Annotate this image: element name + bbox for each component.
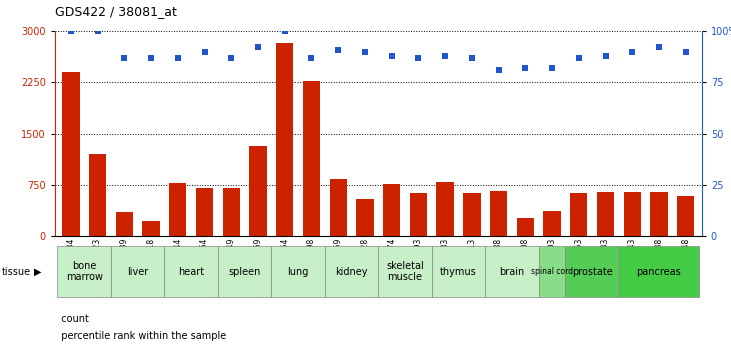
Bar bbox=[463, 193, 480, 236]
Bar bbox=[143, 220, 160, 236]
Text: brain: brain bbox=[499, 267, 525, 277]
Point bbox=[359, 49, 371, 55]
Text: spleen: spleen bbox=[229, 267, 261, 277]
Bar bbox=[619, 246, 699, 297]
Text: skeletal
muscle: skeletal muscle bbox=[386, 261, 424, 283]
Bar bbox=[677, 196, 694, 236]
Text: lung: lung bbox=[287, 267, 308, 277]
Bar bbox=[276, 43, 293, 236]
Text: heart: heart bbox=[178, 267, 204, 277]
Point bbox=[412, 55, 424, 60]
Point bbox=[145, 55, 157, 60]
Bar bbox=[111, 246, 164, 297]
Bar bbox=[651, 192, 667, 236]
Bar bbox=[249, 146, 267, 236]
Point bbox=[626, 49, 638, 55]
Point bbox=[92, 28, 104, 34]
Bar bbox=[164, 246, 218, 297]
Point bbox=[279, 28, 291, 34]
Text: percentile rank within the sample: percentile rank within the sample bbox=[55, 332, 226, 341]
Text: prostate: prostate bbox=[572, 267, 613, 277]
Point bbox=[172, 55, 183, 60]
Bar bbox=[565, 246, 619, 297]
Point bbox=[225, 55, 237, 60]
Point bbox=[118, 55, 130, 60]
Point bbox=[386, 53, 398, 58]
Bar bbox=[539, 246, 565, 297]
Bar bbox=[570, 193, 588, 236]
Bar bbox=[325, 246, 378, 297]
Bar bbox=[330, 179, 347, 236]
Bar bbox=[356, 199, 374, 236]
Point bbox=[333, 47, 344, 52]
Bar bbox=[303, 81, 320, 236]
Point bbox=[520, 65, 531, 71]
Point bbox=[466, 55, 477, 60]
Bar bbox=[624, 192, 641, 236]
Bar bbox=[432, 246, 485, 297]
Text: ▶: ▶ bbox=[34, 267, 42, 277]
Text: pancreas: pancreas bbox=[637, 267, 681, 277]
Bar bbox=[383, 184, 401, 236]
Point bbox=[653, 45, 664, 50]
Bar bbox=[271, 246, 325, 297]
Point bbox=[546, 65, 558, 71]
Point bbox=[199, 49, 211, 55]
Text: bone
marrow: bone marrow bbox=[66, 261, 103, 283]
Point bbox=[599, 53, 611, 58]
Bar bbox=[409, 193, 427, 236]
Bar bbox=[543, 211, 561, 236]
Point bbox=[493, 67, 504, 73]
Text: kidney: kidney bbox=[336, 267, 368, 277]
Point bbox=[252, 45, 264, 50]
Bar bbox=[196, 188, 213, 236]
Bar bbox=[222, 188, 240, 236]
Bar bbox=[485, 246, 539, 297]
Point bbox=[439, 53, 451, 58]
Point bbox=[573, 55, 585, 60]
Text: GDS422 / 38081_at: GDS422 / 38081_at bbox=[55, 5, 177, 18]
Point bbox=[680, 49, 692, 55]
Text: tissue: tissue bbox=[2, 267, 31, 277]
Bar bbox=[378, 246, 432, 297]
Text: count: count bbox=[55, 314, 88, 324]
Bar bbox=[490, 191, 507, 236]
Bar bbox=[89, 154, 106, 236]
Bar bbox=[436, 181, 454, 236]
Text: spinal cord: spinal cord bbox=[531, 267, 573, 276]
Text: thymus: thymus bbox=[440, 267, 477, 277]
Bar bbox=[58, 246, 111, 297]
Point bbox=[65, 28, 77, 34]
Text: liver: liver bbox=[127, 267, 148, 277]
Point bbox=[306, 55, 317, 60]
Bar bbox=[115, 213, 133, 236]
Bar bbox=[517, 218, 534, 236]
Bar bbox=[169, 183, 186, 236]
Bar bbox=[596, 192, 614, 236]
Bar bbox=[218, 246, 271, 297]
Bar bbox=[62, 72, 80, 236]
